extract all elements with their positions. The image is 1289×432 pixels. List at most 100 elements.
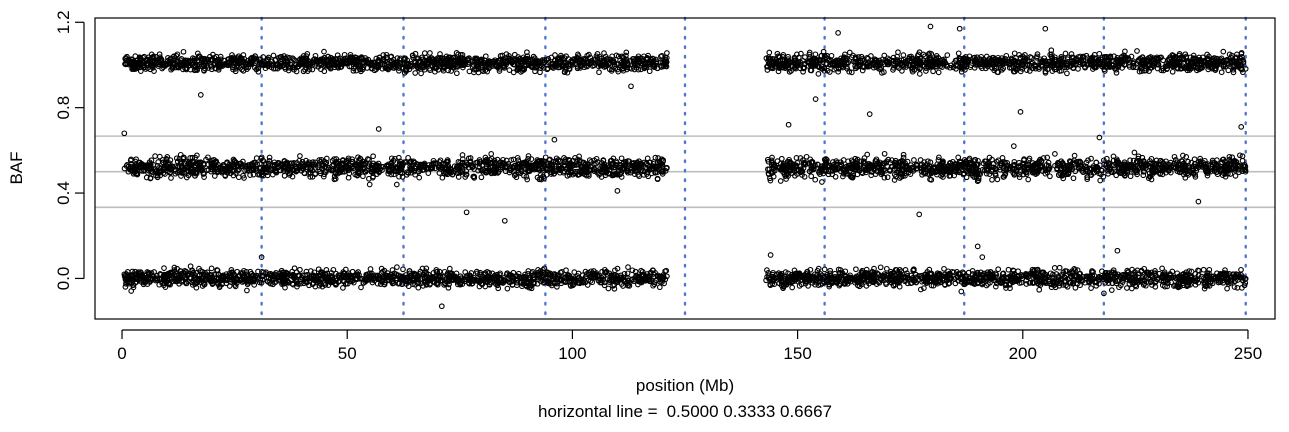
data-point-590 xyxy=(264,278,271,285)
data-point-1139 xyxy=(360,280,367,286)
data-point-749 xyxy=(265,275,272,281)
data-point-3712 xyxy=(453,70,460,77)
data-point-886 xyxy=(559,268,565,275)
data-point-1089 xyxy=(419,265,426,272)
data-point-1123 xyxy=(197,268,204,274)
data-point-2705 xyxy=(466,68,473,75)
data-point-4501 xyxy=(1051,265,1058,271)
data-point-2342 xyxy=(525,153,532,159)
data-point-3951 xyxy=(418,70,424,77)
data-point-84 xyxy=(355,269,361,275)
data-point-1129 xyxy=(314,275,321,281)
data-point-774 xyxy=(457,273,464,280)
data-point-1067 xyxy=(193,270,199,276)
data-point-979 xyxy=(494,271,500,278)
data-point-4764 xyxy=(1124,285,1130,291)
data-point-4280 xyxy=(958,288,965,295)
data-point-778 xyxy=(497,270,503,277)
data-point-1116 xyxy=(200,280,207,287)
data-point-1178 xyxy=(250,275,257,282)
data-point-571 xyxy=(271,279,278,286)
data-point-1212 xyxy=(244,287,250,294)
data-point-713 xyxy=(215,281,222,287)
data-point-1838 xyxy=(297,153,303,159)
data-point-1174 xyxy=(125,273,132,280)
data-point-508 xyxy=(433,267,440,273)
data-point-1210 xyxy=(213,275,220,281)
data-point-976 xyxy=(650,282,656,289)
data-point-1117 xyxy=(344,280,351,287)
data-point-1161 xyxy=(312,283,319,290)
data-point-1132 xyxy=(486,281,493,288)
data-point-621 xyxy=(389,280,396,287)
data-point-1209 xyxy=(662,268,668,275)
data-point-1200 xyxy=(121,271,128,278)
data-point-1075 xyxy=(534,274,540,280)
data-point-3248 xyxy=(270,52,277,59)
data-point-2345 xyxy=(235,174,242,181)
data-point-666 xyxy=(358,284,364,291)
data-point-1163 xyxy=(244,276,250,283)
data-point-4567 xyxy=(1238,266,1244,273)
data-point-1193 xyxy=(280,274,286,281)
data-point-1194 xyxy=(171,264,178,271)
data-point-1125 xyxy=(528,285,535,292)
data-point-2358 xyxy=(253,155,260,161)
data-point-1944 xyxy=(211,173,218,179)
data-point-914 xyxy=(610,282,616,289)
data-point-2533 xyxy=(168,175,174,181)
data-point-1077 xyxy=(513,279,520,286)
data-point-1070 xyxy=(273,270,279,276)
data-point-849 xyxy=(156,281,163,288)
data-point-1202 xyxy=(125,279,132,286)
data-point-981 xyxy=(605,285,612,292)
data-point-422 xyxy=(406,268,413,274)
data-point-1203 xyxy=(141,279,148,286)
data-point-393 xyxy=(656,284,663,291)
data-point-592 xyxy=(161,265,167,271)
data-point-1195 xyxy=(469,277,476,284)
data-point-1096 xyxy=(381,281,388,288)
data-point-1159 xyxy=(336,274,342,281)
data-point-3406 xyxy=(321,48,327,55)
data-point-4394 xyxy=(1005,266,1012,273)
data-point-4185 xyxy=(1108,287,1115,293)
data-point-4832 xyxy=(995,266,1002,273)
data-point-2379 xyxy=(360,173,366,180)
data-point-3350 xyxy=(596,69,602,76)
data-point-4221 xyxy=(1088,285,1094,291)
data-point-1201 xyxy=(660,273,667,280)
data-point-1055 xyxy=(423,281,430,287)
data-point-965 xyxy=(444,270,451,277)
data-point-573 xyxy=(415,284,422,291)
data-point-983 xyxy=(600,273,606,280)
data-point-1183 xyxy=(238,270,244,276)
data-point-1158 xyxy=(601,266,608,273)
data-point-970 xyxy=(142,272,149,279)
data-point-1081 xyxy=(273,278,279,285)
data-point-1671 xyxy=(644,155,651,162)
data-point-2300 xyxy=(281,172,288,179)
data-point-1108 xyxy=(189,279,196,286)
data-point-1079 xyxy=(446,277,453,284)
data-point-975 xyxy=(454,281,461,288)
data-point-911 xyxy=(342,281,349,287)
data-point-3804 xyxy=(506,67,513,73)
data-point-4476 xyxy=(1224,285,1230,292)
data-point-1114 xyxy=(425,271,432,278)
data-point-1199 xyxy=(234,275,240,282)
data-point-724 xyxy=(421,275,428,281)
data-point-1150 xyxy=(415,276,421,283)
data-point-1177 xyxy=(161,280,168,287)
data-point-276 xyxy=(336,278,343,284)
data-point-3414 xyxy=(421,50,428,56)
data-point-1034 xyxy=(255,268,261,275)
data-point-1215 xyxy=(149,272,155,279)
data-point-472 xyxy=(340,285,346,291)
data-point-10 xyxy=(367,266,374,272)
data-point-1164 xyxy=(545,272,552,278)
data-point-1068 xyxy=(457,277,464,284)
data-point-996 xyxy=(306,274,313,281)
data-point-1141 xyxy=(395,280,402,287)
